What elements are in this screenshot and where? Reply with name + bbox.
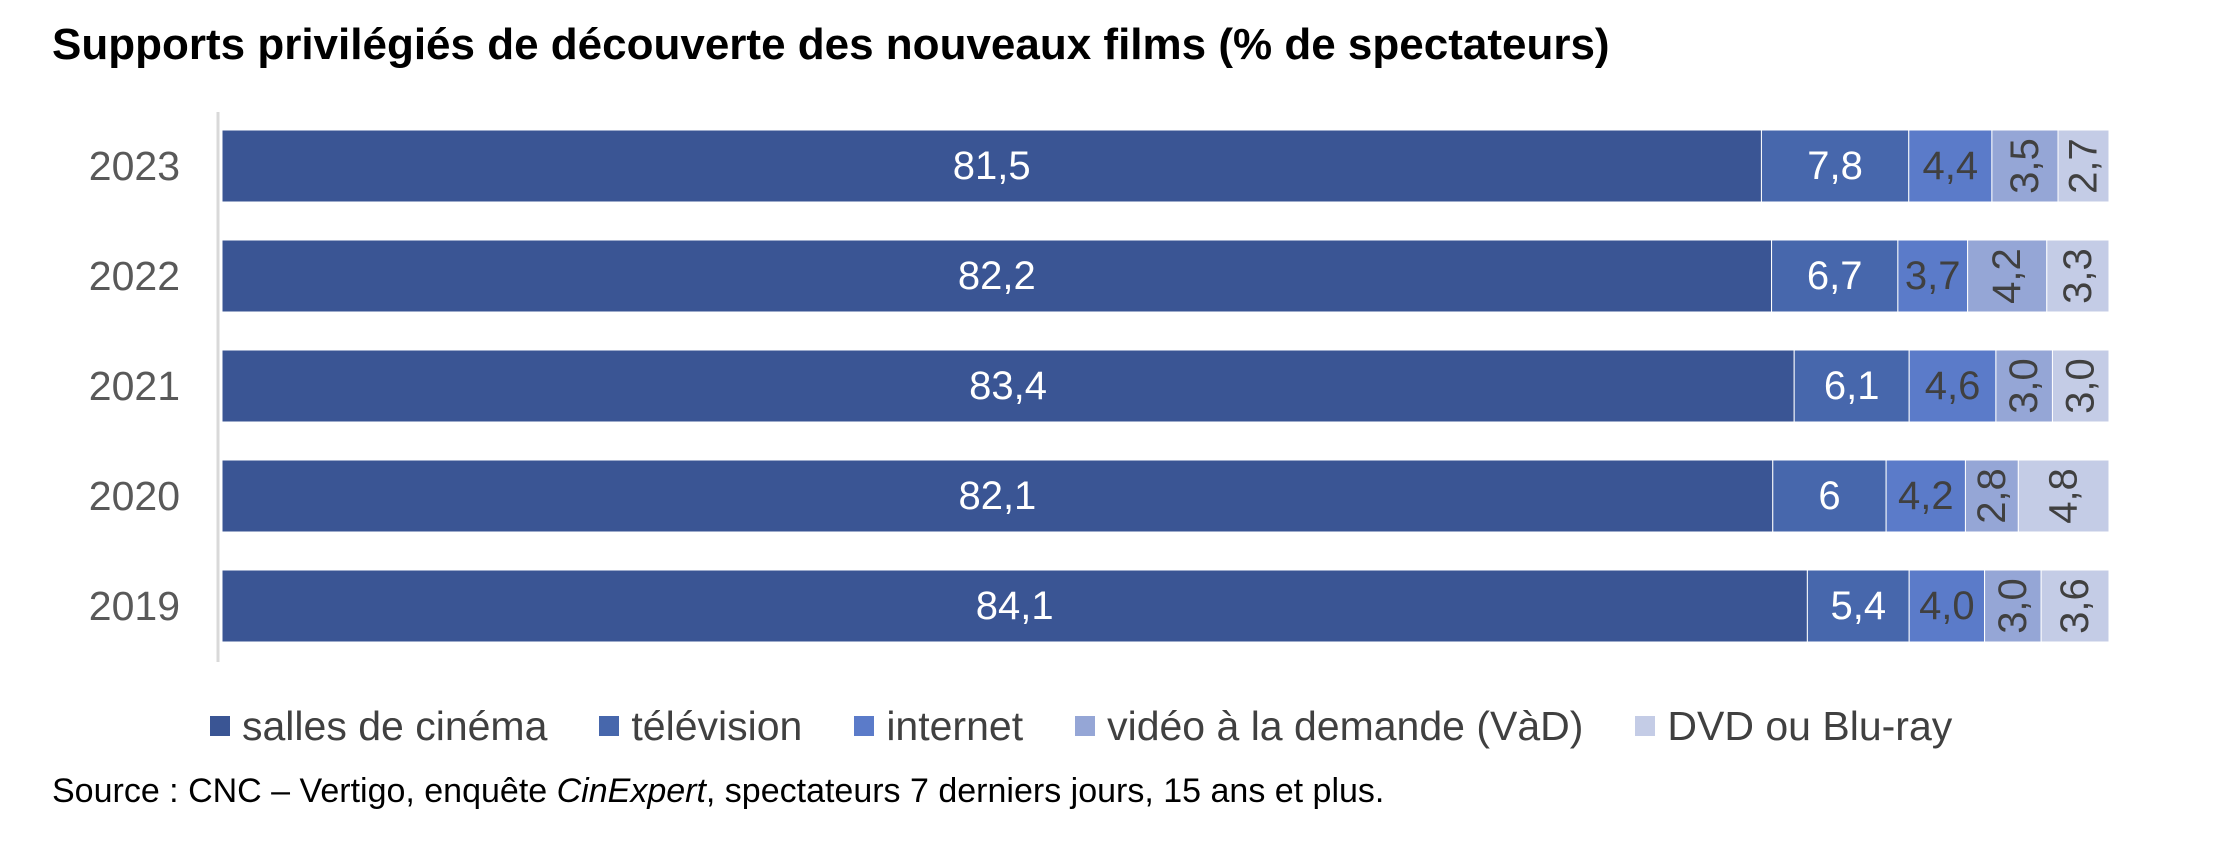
legend: salles de cinéma télévision internet vidéo … [210,698,1952,754]
bar-segment [221,569,1808,643]
data-label: 4,2 [1898,474,1954,518]
data-label: 4,8 [2042,468,2086,524]
y-tick-label: 2021 [89,363,180,409]
y-tick-label: 2019 [89,583,180,629]
data-label: 3,3 [2056,248,2100,304]
bar-segment [1908,569,1986,643]
bar-segment [1964,459,2019,533]
bar-segment [1760,129,1910,203]
bar-segment [2051,349,2110,423]
labels-layer: 81,5 7,8 4,4 3,5 2,7 82,2 6,7 3,7 4,2 3,3 83,4 6,1 4… [953,138,2106,634]
data-label: 3,5 [2003,138,2047,194]
legend-item: télévision [599,703,802,750]
legend-label: télévision [631,702,803,749]
legend-item: DVD ou Blu-ray [1635,703,1952,750]
legend-item: vidéo à la demande (VàD) [1075,703,1583,750]
legend-swatch [210,716,230,736]
legend-swatch [854,716,875,736]
legend-item: salles de cinéma [210,703,547,750]
bar-segment [1967,239,2048,313]
data-label: 4,6 [1925,364,1981,408]
data-label: 5,4 [1830,584,1886,628]
source-note: Source : CNC – Vertigo, enquête CinExper… [52,772,1384,811]
data-label: 81,5 [953,144,1031,188]
data-label: 3,7 [1905,254,1961,298]
y-tick-labels: 2023 2022 2021 2020 2019 [89,143,180,629]
bar-segment [1885,459,1966,533]
bar-segment [1995,349,2053,423]
data-label: 83,4 [969,364,1047,408]
bar-segment [2040,569,2110,643]
bar-segment [221,459,1774,533]
bar-segment [1984,569,2042,643]
bar-segment [1991,129,2059,203]
data-label: 4,4 [1923,144,1979,188]
data-label: 2,7 [2062,138,2106,194]
data-label: 2,8 [1970,468,2014,524]
data-label: 3,6 [2053,578,2097,634]
data-label: 82,2 [958,254,1036,298]
legend-item: internet [854,703,1023,750]
data-label: 3,0 [1991,578,2035,634]
legend-label: DVD ou Blu-ray [1667,702,1953,749]
legend-swatch [1075,716,1096,736]
data-label: 84,1 [976,584,1054,628]
source-suffix: , spectateurs 7 derniers jours, 15 ans e… [705,772,1385,810]
bar-segment [2057,129,2110,203]
legend-swatch [1635,716,1656,736]
y-tick-label: 2020 [89,473,180,519]
bar-segment [221,349,1795,423]
bar-segment [2046,239,2110,313]
y-tick-label: 2023 [89,143,180,189]
data-label: 4,0 [1919,584,1975,628]
legend-label: internet [886,702,1024,749]
data-label: 6,7 [1807,254,1863,298]
bars-layer [221,129,2110,643]
legend-swatch [599,716,620,736]
y-tick-label: 2022 [89,253,180,299]
data-label: 7,8 [1807,144,1863,188]
bar-segment [1908,349,1997,423]
bar-segment [221,129,1762,203]
bar-segment [1908,129,1993,203]
data-label: 3,0 [2059,358,2103,414]
bar-segment [2017,459,2110,533]
bar-segment [1793,349,1910,423]
bar-segment [221,239,1773,313]
stacked-bar-chart: 81,5 7,8 4,4 3,5 2,7 82,2 6,7 3,7 4,2 3,3 83,4 6,1 4… [89,112,2110,662]
data-label: 3,0 [2002,358,2046,414]
source-survey-name: CinExpert [556,772,706,810]
data-label: 4,2 [1985,248,2029,304]
bar-segment [1806,569,1910,643]
legend-label: vidéo à la demande (VàD) [1107,702,1584,749]
legend-label: salles de cinéma [242,702,548,749]
chart-title: Supports privilégiés de découverte des n… [52,20,1610,69]
source-prefix: Source : CNC – Vertigo, enquête [52,772,557,810]
data-label: 6,1 [1824,364,1880,408]
data-label: 82,1 [958,474,1036,518]
data-label: 6 [1818,474,1840,518]
